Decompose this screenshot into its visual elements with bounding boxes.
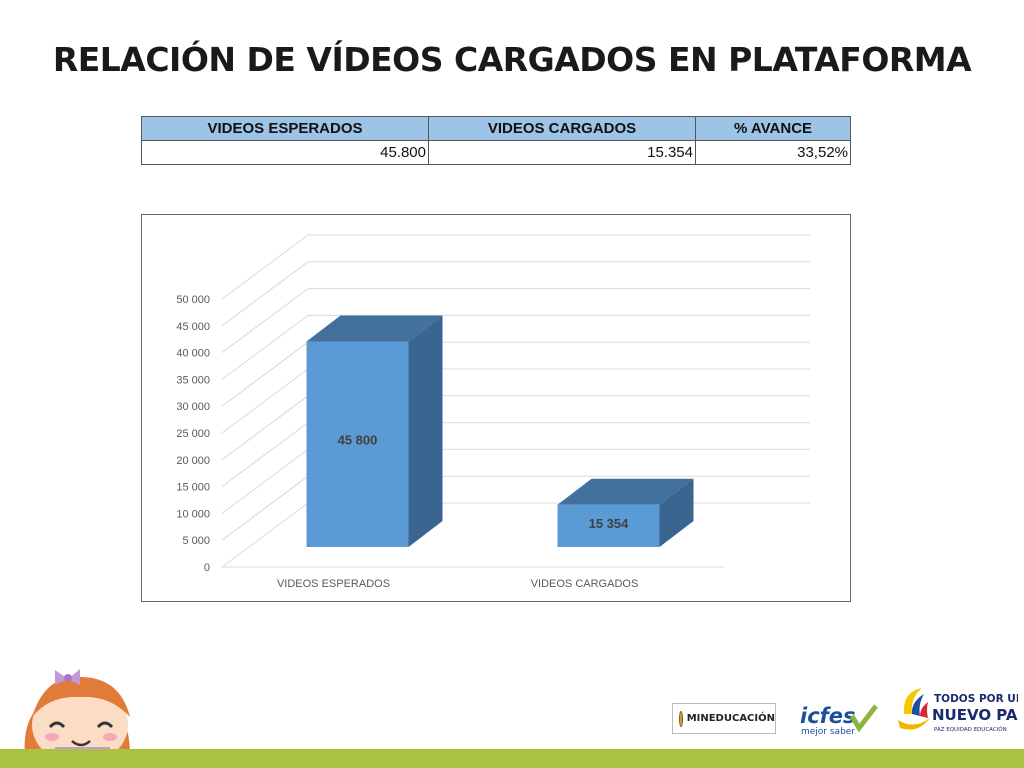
y-tick-label: 0: [204, 562, 210, 574]
bar-side: [408, 315, 443, 547]
bottom-bar: [0, 749, 1024, 768]
icfes-wordmark: icfes: [800, 704, 856, 728]
summary-table: VIDEOS ESPERADOS VIDEOS CARGADOS % AVANC…: [141, 116, 851, 165]
todos-line2: NUEVO PAÍS: [932, 705, 1018, 724]
header-avance: % AVANCE: [695, 116, 851, 141]
x-tick-label: VIDEOS ESPERADOS: [277, 578, 390, 590]
side-gridline: [221, 395, 309, 461]
slide-title: RELACIÓN DE VÍDEOS CARGADOS EN PLATAFORM…: [52, 40, 972, 79]
y-tick-label: 20 000: [176, 455, 210, 467]
icfes-logo: icfes mejor saber: [800, 704, 878, 736]
check-icon: [849, 704, 878, 733]
mineducacion-label: MINEDUCACIÓN: [686, 713, 775, 724]
mineducacion-logo: MINEDUCACIÓN: [672, 703, 776, 734]
data-label: 45 800: [338, 432, 378, 447]
y-tick-label: 35 000: [176, 374, 210, 386]
bar: [306, 341, 409, 547]
colombia-flag-icon: [898, 688, 930, 730]
bar-side: [659, 478, 694, 547]
table-row: 45.800 15.354 33,52%: [141, 140, 851, 165]
todos-line1: TODOS POR UN: [934, 693, 1018, 705]
cell-videos-esperados: 45.800: [141, 140, 429, 165]
side-gridline: [221, 234, 309, 300]
cell-avance: 33,52%: [695, 140, 851, 165]
side-gridline: [221, 341, 309, 407]
bar-top: [306, 315, 443, 342]
colombia-seal-icon: [679, 710, 683, 727]
side-gridline: [221, 422, 309, 488]
side-gridline: [221, 368, 309, 434]
cell-videos-cargados: 15.354: [428, 140, 696, 165]
todos-line3: PAZ EQUIDAD EDUCACIÓN: [934, 726, 1007, 733]
girl-mascot-icon: [24, 669, 131, 755]
y-tick-label: 25 000: [176, 428, 210, 440]
side-gridline: [221, 475, 309, 541]
bar: [557, 504, 660, 547]
header-videos-cargados: VIDEOS CARGADOS: [428, 116, 696, 141]
bar-chart: 0 5 000 10 000 15 000 20 000 25 000 30 000 35 0…: [176, 234, 810, 590]
side-gridline: [221, 261, 309, 327]
x-tick-label: VIDEOS CARGADOS: [531, 578, 639, 590]
icfes-tagline: mejor saber: [801, 727, 855, 736]
header-videos-esperados: VIDEOS ESPERADOS: [141, 116, 429, 141]
y-tick-label: 30 000: [176, 401, 210, 413]
y-tick-label: 45 000: [176, 321, 210, 333]
y-tick-label: 15 000: [176, 482, 210, 494]
table-header-row: VIDEOS ESPERADOS VIDEOS CARGADOS % AVANC…: [141, 116, 851, 141]
side-gridline: [221, 448, 309, 514]
y-tick-label: 10 000: [176, 508, 210, 520]
data-label: 15 354: [589, 516, 630, 531]
y-tick-label: 50 000: [176, 294, 210, 306]
side-gridline: [221, 502, 309, 568]
todos-por-un-nuevo-pais-logo: TODOS POR UN NUEVO PAÍS PAZ EQUIDAD EDUC…: [898, 688, 1018, 733]
side-gridline: [221, 288, 309, 354]
y-tick-label: 40 000: [176, 348, 210, 360]
y-tick-label: 5 000: [182, 535, 210, 547]
side-gridline: [221, 314, 309, 380]
bar-top: [557, 478, 694, 505]
chart-frame: 0 5 000 10 000 15 000 20 000 25 000 30 000 35 0…: [141, 214, 851, 602]
